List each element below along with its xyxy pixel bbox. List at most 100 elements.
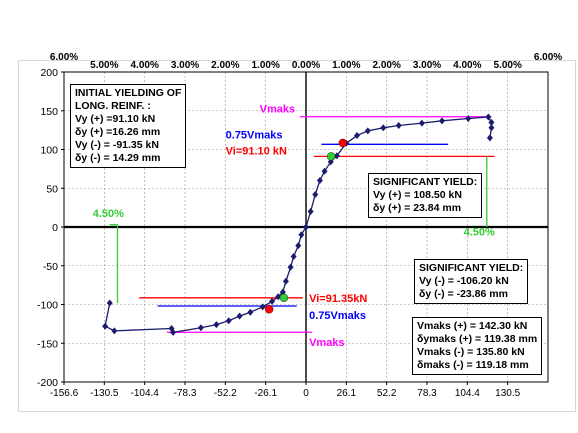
initial-yield-box: INITIAL YIELDING OF LONG. REINF. : Vy (+… <box>70 84 187 168</box>
data-point <box>170 328 177 336</box>
data-point <box>303 223 309 231</box>
chart-frame <box>18 60 576 412</box>
x-tick-label: 0 <box>303 388 309 399</box>
top-tick-label: 5.00% <box>493 60 521 71</box>
data-point <box>298 231 305 239</box>
top-tick-label: 3.00% <box>413 60 441 71</box>
vmaks-neg-label: Vmaks <box>309 337 344 349</box>
vmaks-summary-box: Vmaks (+) = 142.30 kN δymaks (+) = 119.3… <box>412 317 543 375</box>
data-point <box>275 293 282 301</box>
x-tick-label: 26.1 <box>337 388 357 399</box>
top-tick-label: 5.00% <box>90 60 118 71</box>
top-tick-label: 1.00% <box>332 60 360 71</box>
data-point <box>269 297 276 305</box>
y-tick-label: 150 <box>40 106 58 118</box>
x-tick-label: 78.3 <box>417 388 437 399</box>
significant-yield-pos-line: δy (+) = 23.84 mm <box>373 202 462 214</box>
data-point <box>247 308 254 316</box>
significant-yield-neg-box: SIGNIFICANT YIELD: Vy (-) = -106.20 kN δ… <box>414 259 529 304</box>
initial-yield-line: LONG. REINF. : <box>75 100 151 112</box>
data-point <box>111 327 118 335</box>
y-tick-label: 0 <box>52 222 58 234</box>
x-tick-label: 52.2 <box>377 388 397 399</box>
data-point <box>485 113 492 121</box>
drift-pos-label: 4.50% <box>464 227 495 239</box>
significant-yield-pos-point <box>338 138 348 148</box>
data-point <box>225 317 232 325</box>
data-point <box>282 277 289 285</box>
initial-yield-pos-point <box>326 152 336 161</box>
significant-yield-neg-line: Vy (-) = -106.20 kN <box>419 275 509 287</box>
y-tick-label: -50 <box>43 261 58 273</box>
data-point <box>290 252 297 260</box>
significant-yield-pos-line: SIGNIFICANT YIELD: <box>373 176 478 188</box>
data-point <box>438 117 445 125</box>
data-point <box>287 263 294 271</box>
data-point <box>364 127 371 135</box>
x-tick-label: -130.5 <box>90 388 119 399</box>
top-tick-label: 2.00% <box>211 60 239 71</box>
initial-yield-line: Vy (+) =91.10 kN <box>75 113 156 125</box>
data-point <box>395 121 402 129</box>
top-tick-label: 4.00% <box>130 60 158 71</box>
data-point <box>236 312 243 320</box>
significant-yield-pos-line: Vy (+) = 108.50 kN <box>373 189 462 201</box>
x-tick-label: -52.2 <box>214 388 237 399</box>
data-point <box>295 242 302 250</box>
top-tick-label: 4.00% <box>453 60 481 71</box>
data-point <box>102 322 109 330</box>
vi-pos-label: Vi=91.10 kN <box>226 145 287 157</box>
data-point <box>418 119 425 127</box>
top-tick-label: 1.00% <box>251 60 279 71</box>
y-tick-label: -200 <box>37 377 58 389</box>
initial-yield-neg-point <box>279 293 289 302</box>
vmaks-pos-label: Vmaks <box>260 104 295 116</box>
data-point <box>307 208 314 215</box>
data-point <box>312 190 319 198</box>
initial-yield-line: INITIAL YIELDING OF <box>75 87 182 99</box>
y-tick-label: -150 <box>37 338 58 350</box>
initial-yield-line: δy (-) = 14.29 mm <box>75 152 161 164</box>
x-tick-label: 104.4 <box>455 388 480 399</box>
data-point <box>259 303 266 311</box>
data-point <box>465 115 472 122</box>
v075-neg-label: 0.75Vmaks <box>309 310 366 322</box>
significant-yield-neg-line: SIGNIFICANT YIELD: <box>419 262 524 274</box>
vmaks-summary-line: Vmaks (-) = 135.80 kN <box>417 346 525 358</box>
vmaks-summary-line: δmaks (-) = 119.18 mm <box>417 359 529 371</box>
drift-neg-label: 4.50% <box>93 208 124 220</box>
top-tick-label: 6.00% <box>534 52 562 63</box>
vi-neg-label: Vi=91.35kN <box>309 293 367 305</box>
y-tick-label: -100 <box>37 300 58 312</box>
data-point <box>488 124 495 132</box>
data-point <box>333 152 340 160</box>
significant-yield-neg-line: δy (-) = -23.86 mm <box>419 288 508 300</box>
significant-yield-pos-box: SIGNIFICANT YIELD: Vy (+) = 108.50 kN δy… <box>368 173 483 218</box>
data-point <box>353 132 360 140</box>
top-tick-label: 3.00% <box>171 60 199 71</box>
data-point <box>106 299 113 307</box>
significant-yield-neg-point <box>264 305 274 314</box>
top-tick-label: 0.00% <box>292 60 320 71</box>
x-tick-label: -26.1 <box>254 388 277 399</box>
data-point <box>316 177 323 184</box>
x-tick-label: -104.4 <box>130 388 159 399</box>
vmaks-summary-line: Vmaks (+) = 142.30 kN <box>417 320 528 332</box>
x-tick-label: 130.5 <box>495 388 520 399</box>
data-point <box>488 118 495 126</box>
top-tick-label: 2.00% <box>372 60 400 71</box>
v075-pos-label: 0.75Vmaks <box>226 129 283 141</box>
vmaks-summary-line: δymaks (+) = 119.38 mm <box>417 333 538 345</box>
x-tick-label: -78.3 <box>174 388 197 399</box>
y-tick-label: 200 <box>40 67 58 79</box>
data-point <box>380 124 387 132</box>
y-tick-label: 50 <box>46 183 58 195</box>
y-tick-label: 100 <box>40 145 58 157</box>
initial-yield-line: Vy (-) = -91.35 kN <box>75 139 159 151</box>
x-tick-label: -156.6 <box>50 388 79 399</box>
data-point <box>213 321 220 329</box>
initial-yield-line: δy (+) =16.26 mm <box>75 126 161 138</box>
data-point <box>197 324 204 332</box>
data-point <box>486 134 493 142</box>
